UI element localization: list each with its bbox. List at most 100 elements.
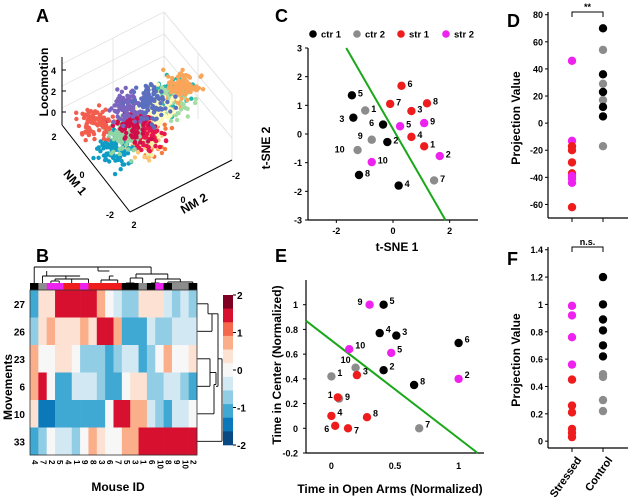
cluster-point xyxy=(96,155,101,160)
y-tick-label: 0.6 xyxy=(285,350,298,360)
y-tick-label: 60 xyxy=(533,37,543,47)
heatmap-cell xyxy=(46,372,56,401)
data-point-ctr2 xyxy=(361,106,370,115)
data-point-str1 xyxy=(397,81,406,91)
panel-label-d: D xyxy=(507,11,520,31)
column-label: 2 xyxy=(189,460,198,465)
panel-f-points xyxy=(567,272,608,442)
y-tick-label: 0.8 xyxy=(285,325,298,335)
heatmap-cell xyxy=(63,345,73,373)
panel-e-ylabel: Time in Center (Normalized) xyxy=(270,285,284,444)
heatmap-cell xyxy=(71,317,81,346)
cluster-point xyxy=(115,114,120,119)
heatmap-cell xyxy=(155,427,164,456)
panel-b-group-strip xyxy=(30,283,198,290)
cluster-point xyxy=(166,74,171,79)
cluster-point xyxy=(83,124,89,129)
data-point-str1 xyxy=(419,142,429,151)
y-tick-label: 1.2 xyxy=(530,273,543,283)
point-label: 8 xyxy=(373,409,378,419)
heatmap-cell xyxy=(121,400,131,428)
point-label: 3 xyxy=(402,327,407,337)
z-tick-label: 2 xyxy=(51,87,56,97)
point-label: 1 xyxy=(337,368,342,378)
cluster-point xyxy=(141,91,146,96)
heatmap-cell xyxy=(38,372,47,401)
data-point-ctr1 xyxy=(379,300,388,309)
legend-marker-str2 xyxy=(442,30,450,38)
data-point-str2 xyxy=(395,122,405,131)
data-point-ctr1 xyxy=(378,120,388,129)
panel-label-e: E xyxy=(275,246,287,266)
data-point-ctr2 xyxy=(598,372,608,382)
cluster-point xyxy=(121,117,126,123)
heatmap-cell xyxy=(121,372,131,401)
point-label: 4 xyxy=(405,179,410,189)
cluster-point xyxy=(80,132,85,137)
heatmap-cell xyxy=(180,372,189,401)
heatmap-cell xyxy=(71,345,81,373)
heatmap-cell xyxy=(88,372,98,401)
cluster-point xyxy=(173,94,178,99)
y-axis xyxy=(129,159,233,213)
heatmap-cell xyxy=(138,427,148,456)
cluster-point xyxy=(155,82,161,87)
panel-c-legend: ctr 1 ctr 2 str 1 str 2 xyxy=(309,30,474,41)
point-label: 3 xyxy=(417,104,422,114)
data-point-ctr1 xyxy=(354,170,364,180)
cluster-point xyxy=(120,128,125,133)
data-point-ctr1 xyxy=(598,102,608,112)
cluster-point xyxy=(151,110,157,115)
panel-label-f: F xyxy=(507,249,518,269)
data-point-str2 xyxy=(567,178,577,187)
cluster-point xyxy=(122,162,127,167)
heatmap-cell xyxy=(38,290,47,318)
cluster-point xyxy=(111,119,116,125)
cluster-point xyxy=(156,96,161,101)
colorbar-step xyxy=(223,308,233,323)
panel-b-row-labels: 27 26 23 6 10 33 xyxy=(14,300,26,449)
cluster-point xyxy=(130,114,136,119)
gridline xyxy=(61,33,165,87)
data-point-str2 xyxy=(365,300,374,309)
point-label: 7 xyxy=(425,420,430,430)
heatmap-cell xyxy=(96,290,106,318)
cluster-point xyxy=(128,159,134,164)
cluster-point xyxy=(112,171,118,177)
x-tick-label: 2 xyxy=(51,132,56,142)
cluster-point xyxy=(149,152,155,158)
colorbar-step xyxy=(223,335,233,350)
panel-label-c: C xyxy=(275,6,288,26)
cluster-point xyxy=(124,110,129,115)
heatmap-cell xyxy=(88,290,98,318)
data-point-ctr2 xyxy=(415,424,424,433)
cluster-point xyxy=(128,94,133,99)
heatmap-cell xyxy=(38,345,47,373)
point-label: 5 xyxy=(358,89,363,99)
point-label: 6 xyxy=(408,79,413,89)
y-tick-label: 0 xyxy=(293,424,298,434)
row-label: 23 xyxy=(14,355,26,366)
panel-e-axes: 1 0.8 0.6 0.4 0.2 0 -0.2 0 0.5 1 xyxy=(282,280,484,471)
column-label: 5 xyxy=(122,460,131,465)
panel-d-axes: 80 60 40 20 0 -20 -40 -60 ** xyxy=(530,2,628,222)
column-label: 8 xyxy=(89,460,98,465)
cluster-point xyxy=(101,141,106,146)
heatmap-cell xyxy=(63,427,73,456)
heatmap-cell xyxy=(88,317,98,346)
heatmap-cell xyxy=(88,400,98,428)
data-point-str2 xyxy=(454,374,463,384)
cluster-point xyxy=(91,155,96,161)
heatmap-cell xyxy=(80,427,89,456)
data-point-ctr1 xyxy=(598,341,608,350)
cluster-point xyxy=(137,134,142,139)
column-label: 2 xyxy=(47,460,56,465)
cluster-point xyxy=(129,99,135,105)
y-tick-label: -2 xyxy=(232,171,240,181)
gridline xyxy=(61,55,165,109)
heatmap-cell xyxy=(180,345,189,373)
panel-b-column-dendrogram xyxy=(33,266,194,286)
cluster-point xyxy=(97,117,103,123)
column-label: 9 xyxy=(80,460,89,465)
colorbar-tick-label: -2 xyxy=(237,441,246,452)
